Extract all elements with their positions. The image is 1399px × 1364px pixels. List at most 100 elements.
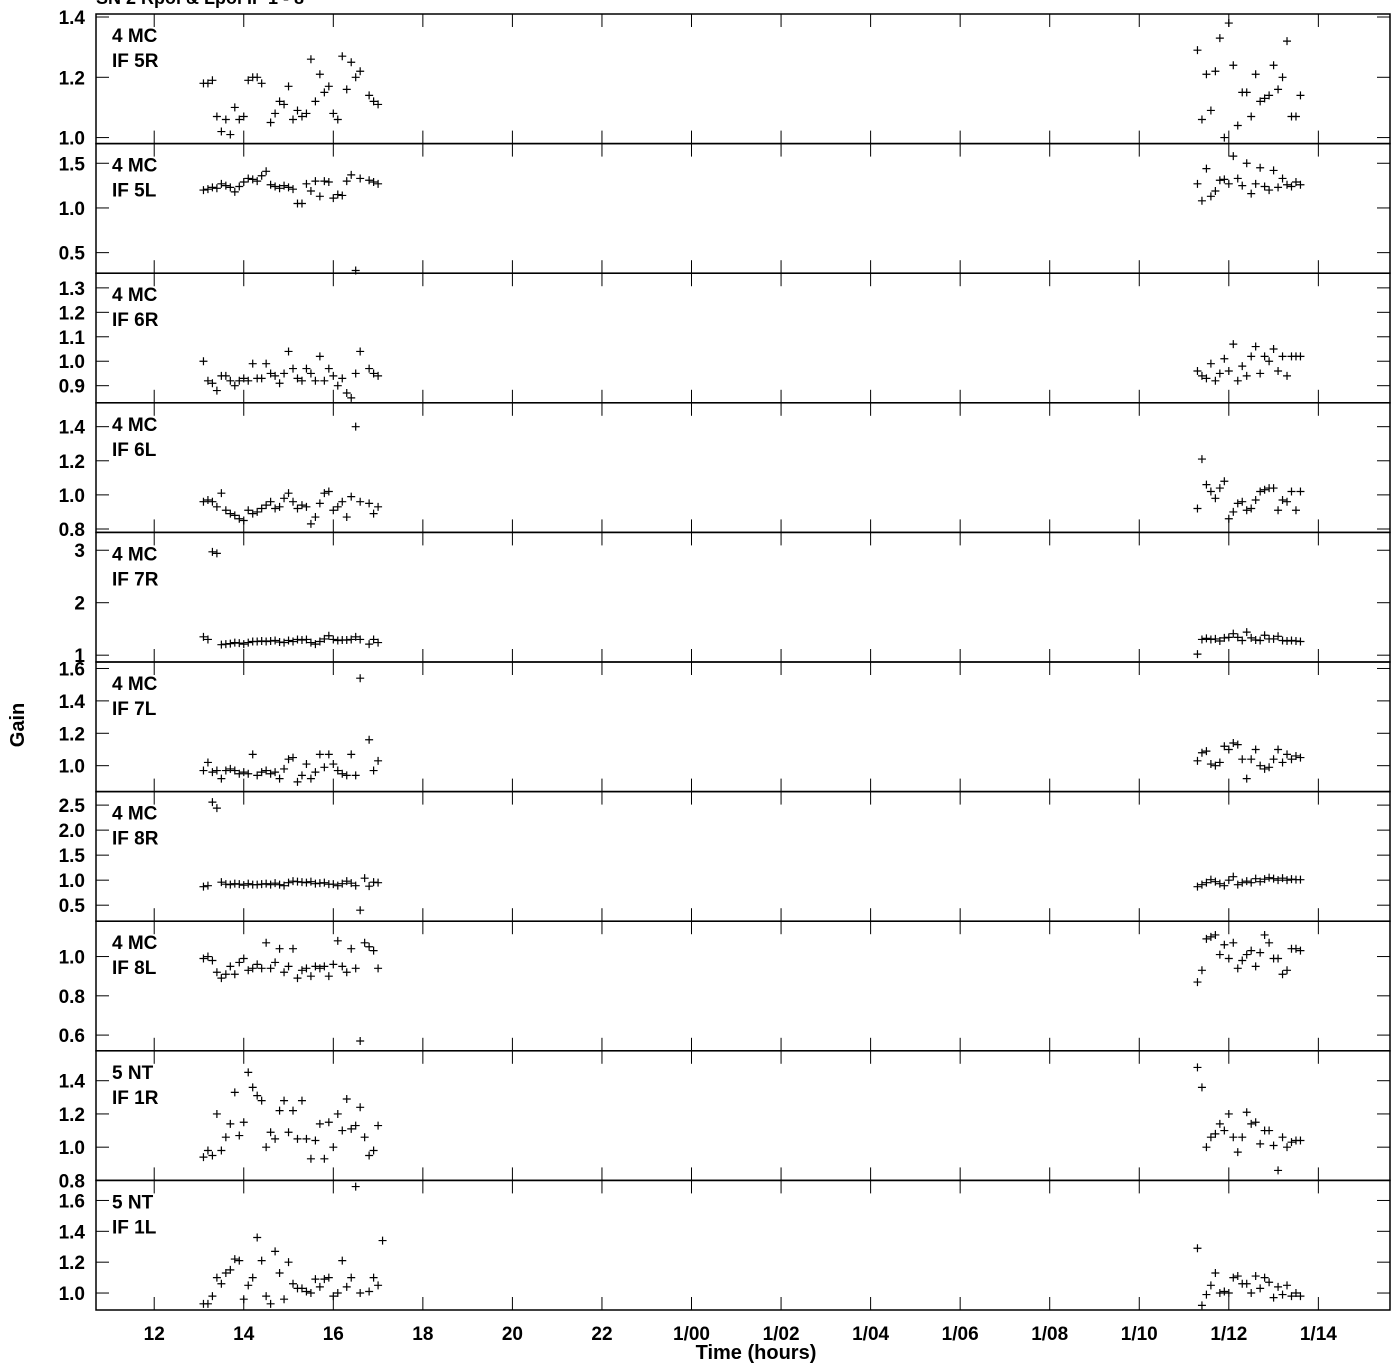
data-point	[266, 369, 275, 378]
data-point	[1211, 634, 1220, 643]
y-tick-label: 1.0	[59, 486, 85, 507]
data-point	[1206, 359, 1215, 368]
data-point	[212, 502, 221, 511]
data-point	[1265, 186, 1274, 195]
data-point	[1229, 1273, 1238, 1282]
data-point	[1224, 1109, 1233, 1118]
data-point	[338, 52, 347, 61]
data-point	[1256, 97, 1265, 106]
data-point	[324, 1118, 333, 1127]
data-point	[226, 764, 235, 773]
data-point	[351, 632, 360, 641]
data-point	[351, 881, 360, 890]
data-point	[199, 632, 208, 641]
panel-frame	[95, 1179, 1391, 1311]
data-point	[1278, 174, 1287, 183]
data-point	[1211, 186, 1220, 195]
data-point	[342, 771, 351, 780]
data-point	[1229, 507, 1238, 516]
panel-frame	[95, 790, 1391, 922]
data-point	[324, 631, 333, 640]
data-point	[1242, 950, 1251, 959]
data-point	[1233, 1148, 1242, 1157]
data-point	[208, 497, 217, 506]
data-point	[221, 1268, 230, 1277]
x-tick-label: 1/00	[673, 1324, 710, 1345]
data-point	[297, 1096, 306, 1105]
data-point	[244, 174, 253, 183]
data-point	[1278, 352, 1287, 361]
data-point	[289, 364, 298, 373]
x-tick-label: 18	[412, 1324, 433, 1345]
data-point	[208, 1151, 217, 1160]
panel-1: 1.0 1.2 1.4 4 MC IF 5R	[59, 8, 1391, 150]
data-point	[306, 972, 315, 981]
data-point	[289, 185, 298, 194]
data-point	[212, 766, 221, 775]
data-point	[1265, 938, 1274, 947]
data-point	[1274, 745, 1283, 754]
data-point	[302, 1134, 311, 1143]
data-point	[311, 97, 320, 106]
data-point	[1296, 91, 1305, 100]
panel-antenna-label: 4 MC	[112, 285, 158, 306]
data-point	[235, 182, 244, 191]
data-point	[1283, 37, 1292, 46]
data-point	[1283, 966, 1292, 975]
data-point	[347, 393, 356, 402]
data-point	[1202, 70, 1211, 79]
data-point	[1296, 352, 1305, 361]
data-point	[244, 376, 253, 385]
data-point	[1278, 496, 1287, 504]
y-tick-label: 1.5	[59, 154, 86, 175]
data-point	[1202, 480, 1211, 489]
data-point	[1251, 179, 1260, 188]
data-point	[253, 507, 262, 516]
data-point	[1193, 978, 1202, 987]
data-point	[320, 878, 329, 887]
panel-group: 1.0 1.2 1.4 4 MC IF 5R 0.5 1.0 1.5 4 MC IF 5L 0.9 1…	[59, 8, 1391, 1311]
data-point	[369, 1273, 378, 1282]
data-point	[347, 750, 356, 759]
data-point	[360, 874, 369, 883]
panel-frame	[95, 272, 1391, 404]
data-point	[342, 1094, 351, 1103]
data-point	[297, 771, 306, 780]
data-point	[306, 774, 315, 783]
data-point	[208, 76, 217, 85]
data-point	[1278, 874, 1287, 883]
data-point	[226, 376, 235, 385]
data-point	[262, 167, 271, 176]
data-point	[1274, 1282, 1283, 1291]
data-point	[239, 1295, 248, 1304]
data-point	[1296, 946, 1305, 955]
data-point	[239, 881, 248, 890]
data-point	[374, 638, 383, 647]
data-point	[1211, 1268, 1220, 1277]
data-point	[217, 127, 226, 136]
data-point	[302, 635, 311, 644]
x-tick-label: 20	[502, 1324, 523, 1345]
data-point	[1274, 183, 1283, 192]
data-point	[275, 774, 284, 783]
data-point	[266, 1299, 275, 1308]
data-points	[199, 340, 1305, 402]
data-point	[306, 369, 315, 378]
panel-antenna-label: 4 MC	[112, 804, 158, 825]
data-point	[1256, 1139, 1265, 1148]
data-point	[1247, 1119, 1256, 1128]
data-point	[248, 750, 257, 759]
data-point	[1193, 650, 1202, 659]
data-point	[1247, 946, 1256, 955]
data-point	[1269, 755, 1278, 764]
data-point	[275, 379, 284, 388]
data-point	[302, 1287, 311, 1296]
data-point	[275, 1106, 284, 1115]
data-point	[1251, 342, 1260, 351]
y-tick-label: 1.4	[59, 8, 86, 29]
data-point	[239, 954, 248, 963]
panel-frame	[95, 142, 1391, 274]
data-point	[297, 1284, 306, 1293]
data-point	[217, 1279, 226, 1288]
data-point	[199, 766, 208, 775]
